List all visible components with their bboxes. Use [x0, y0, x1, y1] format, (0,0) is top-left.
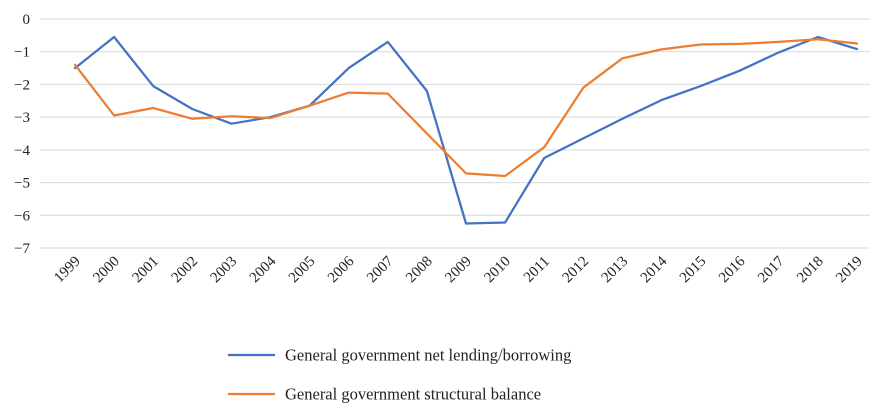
y-tick-label: −3: [14, 110, 30, 126]
x-tick-label: 2001: [130, 254, 163, 287]
x-tick-label: 2011: [521, 254, 553, 286]
y-tick-label: −1: [14, 45, 30, 61]
x-tick-label: 2008: [403, 254, 436, 287]
y-tick-label: −5: [14, 176, 30, 192]
x-tick-label: 2009: [442, 254, 475, 287]
y-tick-label: −6: [14, 208, 30, 224]
x-tick-label: 2012: [560, 254, 593, 287]
x-tick-label: 2006: [325, 253, 358, 286]
series-lines: [73, 35, 859, 225]
y-tick-label: 0: [23, 12, 31, 28]
x-tick-label: 2017: [755, 253, 788, 286]
y-axis-ticks: 0 −1 −2 −3 −4 −5 −6 −7: [14, 12, 30, 257]
x-tick-label: 2013: [599, 254, 632, 287]
y-tick-label: −2: [14, 77, 30, 93]
legend-label-1: General government net lending/borrowing: [285, 346, 571, 365]
x-tick-label: 2014: [638, 253, 671, 286]
x-tick-label: 2010: [481, 254, 514, 287]
x-tick-label: 2002: [169, 254, 202, 287]
x-tick-label: 2019: [833, 254, 866, 287]
series-line-2: [73, 38, 859, 178]
y-tick-label: −7: [14, 241, 30, 257]
x-tick-label: 2007: [364, 253, 397, 286]
series-line-1: [73, 35, 859, 225]
legend: General government net lending/borrowing…: [228, 346, 571, 403]
x-tick-label: 2015: [677, 254, 710, 287]
gridlines: [40, 18, 870, 249]
x-tick-label: 2003: [208, 254, 241, 287]
x-axis-ticks: 1999 2000 2001 2002 2003 2004 2005 2006 2007 2008…: [51, 253, 866, 286]
x-tick-label: 2000: [90, 254, 123, 287]
legend-label-2: General government structural balance: [285, 385, 541, 403]
x-tick-label: 2005: [286, 254, 319, 287]
x-tick-label: 2004: [247, 253, 280, 286]
x-tick-label: 1999: [51, 254, 84, 287]
x-tick-label: 2016: [716, 253, 749, 286]
y-tick-label: −4: [14, 143, 30, 159]
x-tick-label: 2018: [794, 254, 827, 287]
